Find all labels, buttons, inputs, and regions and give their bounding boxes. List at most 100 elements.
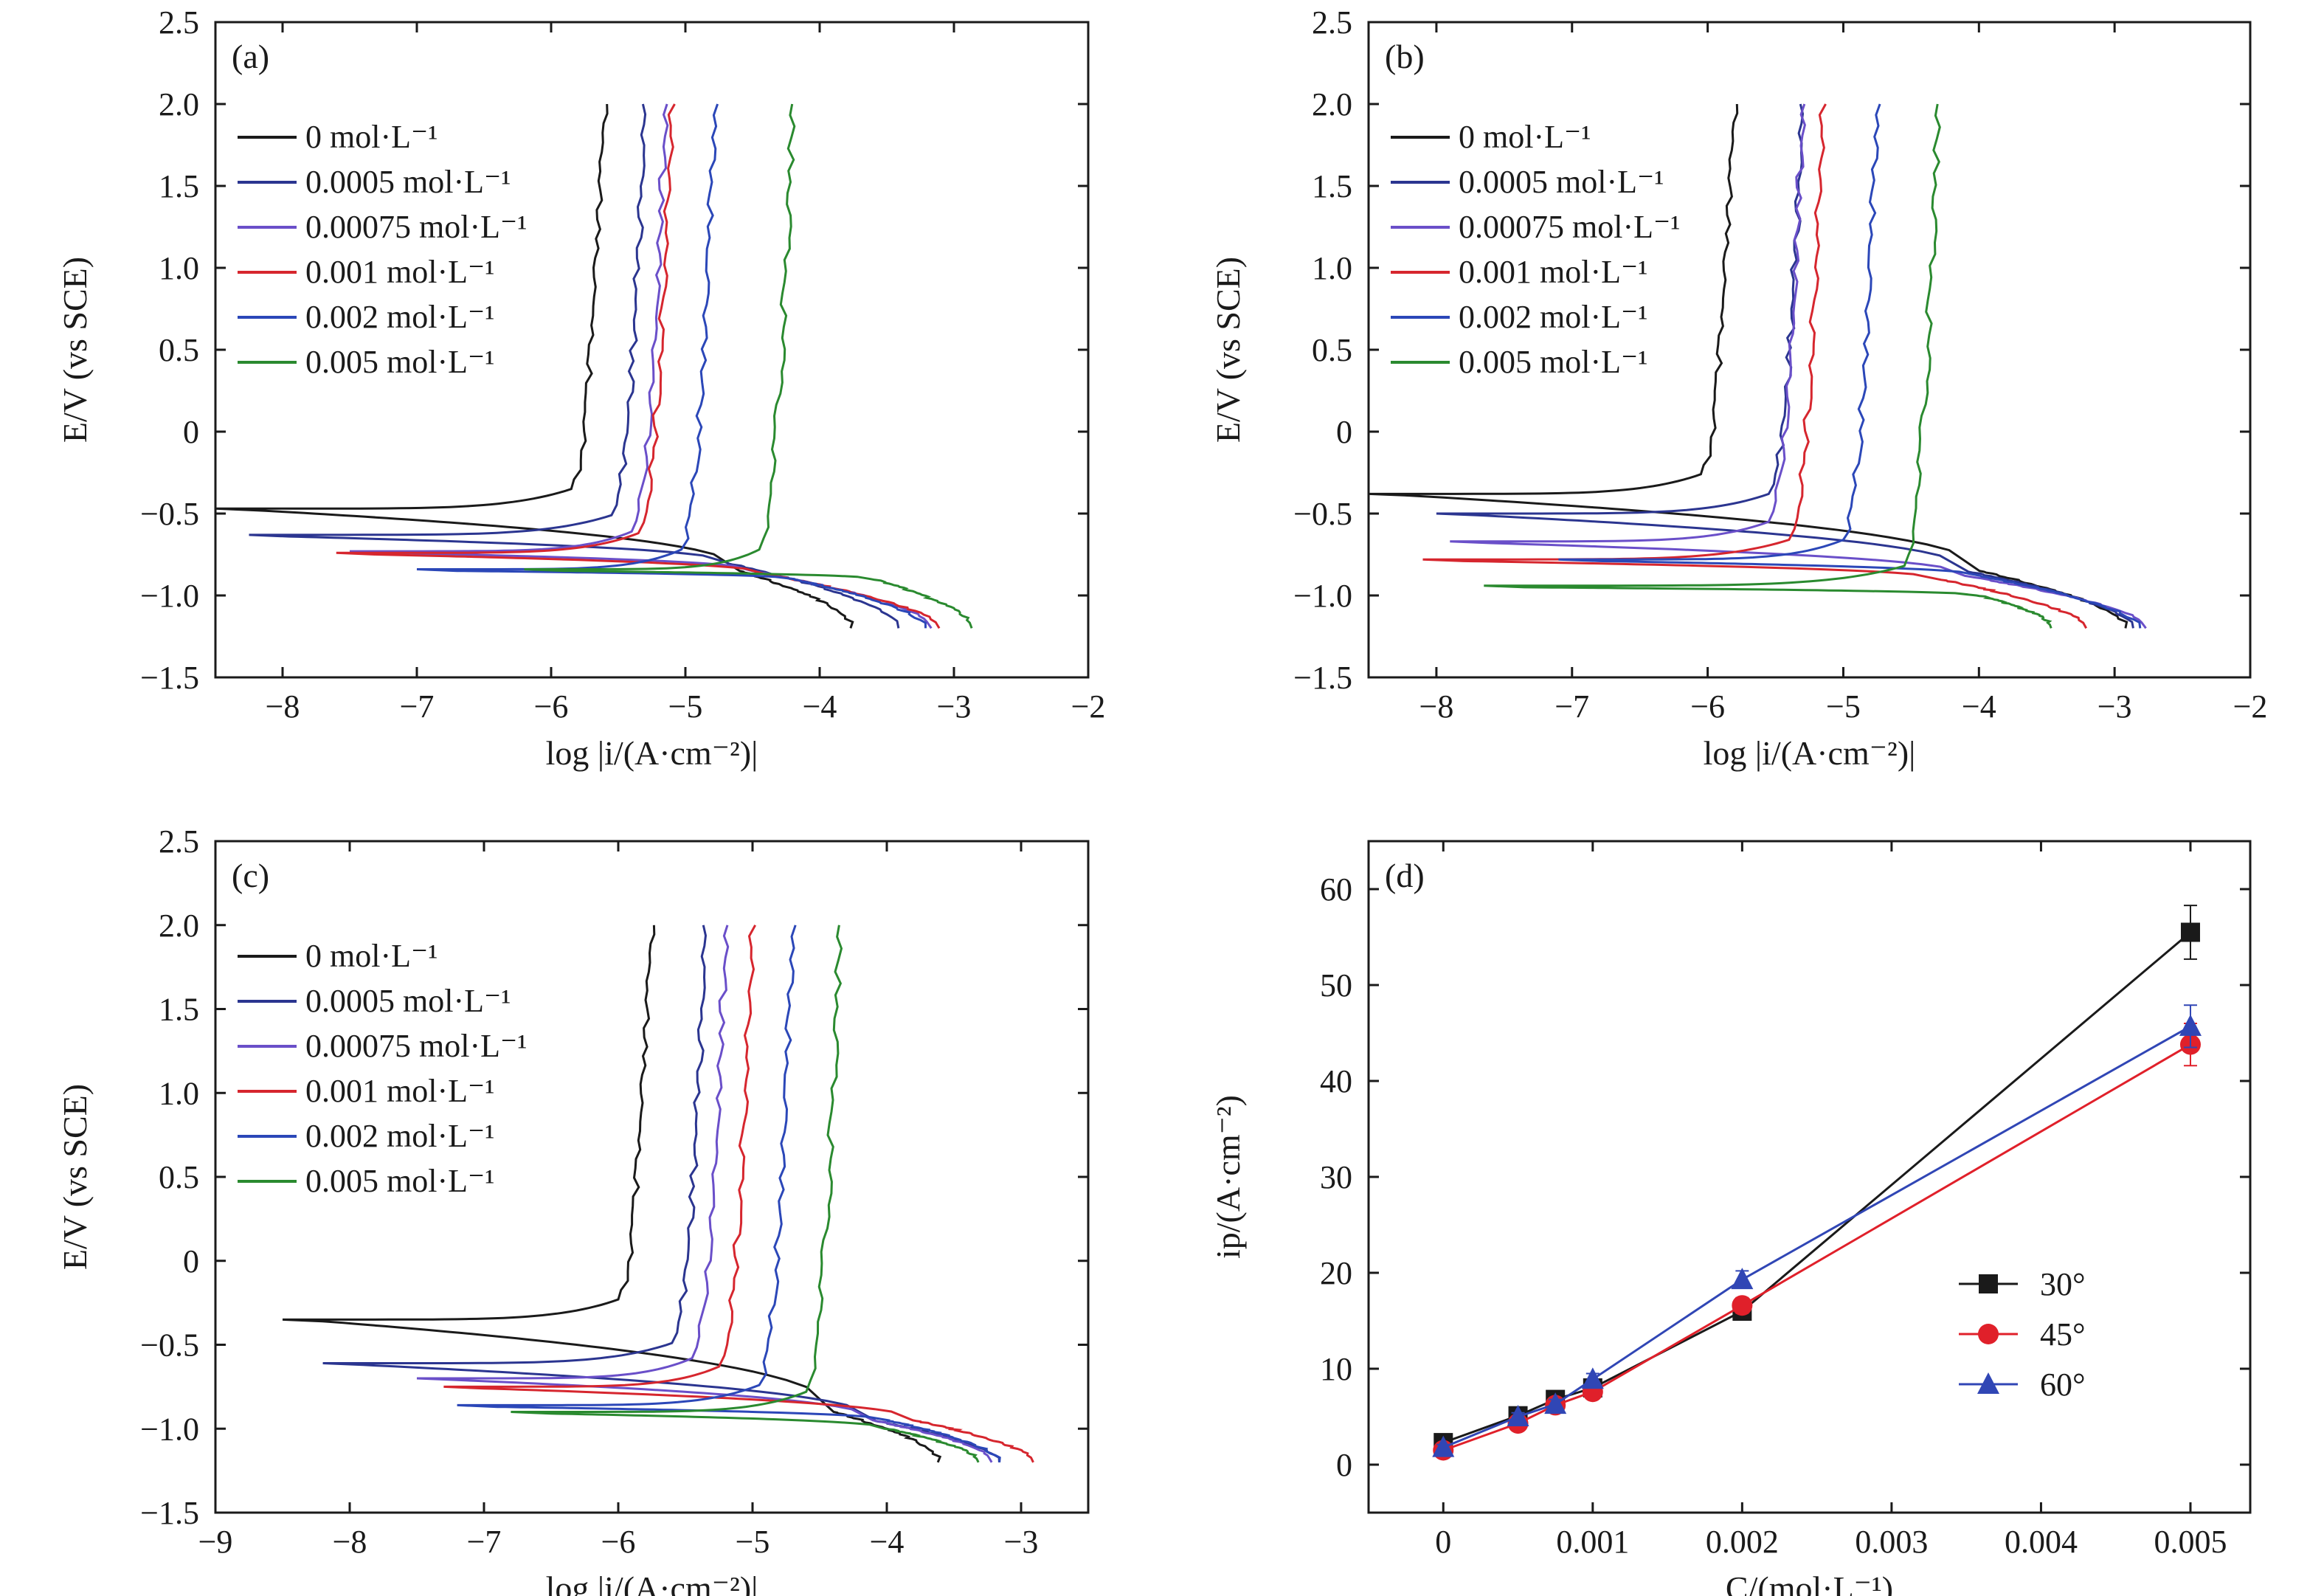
x-tick-label: 0.002	[1706, 1524, 1779, 1560]
y-tick-label: 0	[1336, 414, 1352, 450]
y-tick-label: 1.0	[159, 250, 199, 286]
x-tick-label: −4	[1962, 688, 1996, 725]
y-tick-label: 10	[1320, 1351, 1352, 1387]
y-tick-label: 60	[1320, 871, 1352, 908]
y-tick-label: 2.5	[1312, 4, 1352, 41]
legend-entry: 0.00075 mol·L⁻¹	[305, 1028, 527, 1064]
x-axis-label: log |i/(A·cm⁻²)|	[1704, 734, 1916, 772]
y-tick-label: −1.0	[140, 578, 199, 614]
legend: 30° 45° 60°	[1959, 1266, 2086, 1403]
series-line	[1450, 103, 2147, 629]
y-axis-label: E/V (vs SCE)	[56, 257, 94, 443]
y-tick-label: 1.0	[1312, 250, 1352, 286]
series-line	[215, 103, 854, 629]
y-tick-label: 2.5	[159, 4, 199, 41]
legend: 0 mol·L⁻¹ 0.0005 mol·L⁻¹ 0.00075 mol·L⁻¹ 0.…	[1391, 119, 1680, 380]
legend-marker	[1977, 1372, 1999, 1394]
x-tick-label: −9	[198, 1524, 233, 1560]
y-tick-label: 0	[183, 1243, 199, 1279]
legend-entry: 0.0005 mol·L⁻¹	[305, 164, 511, 200]
data-point	[2179, 1014, 2202, 1036]
x-tick-label: 0.005	[2154, 1524, 2227, 1560]
legend-entry: 0 mol·L⁻¹	[1459, 119, 1591, 155]
data-point	[1507, 1405, 1529, 1426]
legend-entry: 60°	[2040, 1367, 2086, 1403]
series-line	[1442, 1043, 2191, 1451]
y-tick-label: −1.5	[1293, 660, 1352, 696]
x-tick-label: −2	[1071, 688, 1106, 725]
x-tick-label: −6	[1690, 688, 1725, 725]
legend-entry: 0.001 mol·L⁻¹	[305, 1073, 494, 1109]
y-tick-label: 0.5	[159, 332, 199, 368]
y-tick-label: 1.5	[159, 168, 199, 204]
x-tick-label: −4	[870, 1524, 905, 1560]
legend-entry: 30°	[2040, 1266, 2086, 1302]
panel-d: 0 0.001 0.002 0.003 0.004 0.005 0 10 20 30 40 50 60 C…	[1209, 840, 2252, 1596]
x-axis-label: log |i/(A·cm⁻²)|	[546, 734, 758, 772]
legend: 0 mol·L⁻¹ 0.0005 mol·L⁻¹ 0.00075 mol·L⁻¹ 0.…	[238, 938, 527, 1199]
x-tick-label: −8	[266, 688, 300, 725]
legend-entry: 0 mol·L⁻¹	[305, 119, 438, 155]
x-tick-label: −6	[601, 1524, 636, 1560]
series-line	[511, 925, 980, 1463]
y-tick-label: 30	[1320, 1159, 1352, 1195]
legend-marker	[1979, 1274, 1998, 1293]
legend-entry: 0.005 mol·L⁻¹	[305, 344, 494, 380]
series-line	[1442, 931, 2191, 1444]
legend-entry: 0.0005 mol·L⁻¹	[305, 983, 511, 1019]
x-tick-label: −6	[534, 688, 569, 725]
legend-entry: 0.0005 mol·L⁻¹	[1459, 164, 1664, 200]
x-tick-label: −3	[937, 688, 972, 725]
x-tick-label: −7	[1554, 688, 1589, 725]
legend-entry: 0.001 mol·L⁻¹	[305, 254, 494, 290]
x-tick-label: 0.001	[1556, 1524, 1629, 1560]
data-point	[1732, 1295, 1753, 1316]
series-line	[443, 925, 1034, 1463]
x-tick-label: −5	[668, 688, 703, 725]
y-tick-label: 20	[1320, 1255, 1352, 1291]
data-point	[1544, 1392, 1567, 1414]
data-point	[2180, 922, 2200, 942]
legend-entry: 0.002 mol·L⁻¹	[305, 299, 494, 335]
panel-label: (c)	[232, 857, 269, 894]
y-tick-label: −1.5	[140, 1495, 199, 1531]
legend-entry: 0.00075 mol·L⁻¹	[305, 209, 527, 245]
x-tick-label: −7	[400, 688, 435, 725]
legend-entry: 45°	[2040, 1316, 2086, 1353]
series-line	[1442, 1025, 2191, 1448]
panel-a: −8 −7 −6 −5 −4 −3 −2 −1.5 −1.0 −0.5 0 0.5 1.0 1.5 2.0 2…	[56, 4, 1105, 772]
panel-c: −9 −8 −7 −6 −5 −4 −3 −1.5 −1.0 −0.5 0 0.5 1.0 1.5 2.0 2…	[56, 823, 1090, 1596]
legend-entry: 0.002 mol·L⁻¹	[305, 1118, 494, 1154]
series-line	[416, 925, 993, 1463]
legend-entry: 0.005 mol·L⁻¹	[305, 1163, 494, 1199]
panel-label: (b)	[1385, 38, 1425, 75]
y-tick-label: 2.0	[159, 908, 199, 944]
legend-entry: 0.00075 mol·L⁻¹	[1459, 209, 1680, 245]
legend-entry: 0 mol·L⁻¹	[305, 938, 438, 974]
y-tick-label: 50	[1320, 967, 1352, 1003]
y-tick-label: 2.0	[1312, 86, 1352, 122]
y-tick-label: −1.0	[1293, 578, 1352, 614]
data-point	[1581, 1367, 1604, 1389]
y-tick-label: 1.5	[1312, 168, 1352, 204]
x-tick-label: −5	[736, 1524, 770, 1560]
y-tick-label: 0.5	[159, 1159, 199, 1195]
x-tick-label: −8	[1419, 688, 1454, 725]
y-axis-label: ip/(A·cm⁻²)	[1209, 1095, 1247, 1259]
y-tick-label: 40	[1320, 1063, 1352, 1099]
legend: 0 mol·L⁻¹ 0.0005 mol·L⁻¹ 0.00075 mol·L⁻¹ 0.…	[238, 119, 527, 380]
y-tick-label: 0	[1336, 1447, 1352, 1483]
y-tick-label: 0	[183, 414, 199, 450]
y-tick-label: −1.0	[140, 1411, 199, 1447]
data-point	[1731, 1268, 1754, 1290]
data-point	[1432, 1435, 1455, 1457]
series-line	[524, 103, 973, 629]
y-tick-label: 0.5	[1312, 332, 1352, 368]
x-tick-label: −5	[1826, 688, 1861, 725]
y-axis-label: E/V (vs SCE)	[56, 1084, 94, 1270]
panel-b: −8 −7 −6 −5 −4 −3 −2 −1.5 −1.0 −0.5 0 0.5 1.0 1.5 2.0 2…	[1209, 4, 2267, 772]
panel-label: (a)	[232, 38, 269, 75]
x-tick-label: −3	[2098, 688, 2132, 725]
series-line	[1484, 103, 2052, 629]
